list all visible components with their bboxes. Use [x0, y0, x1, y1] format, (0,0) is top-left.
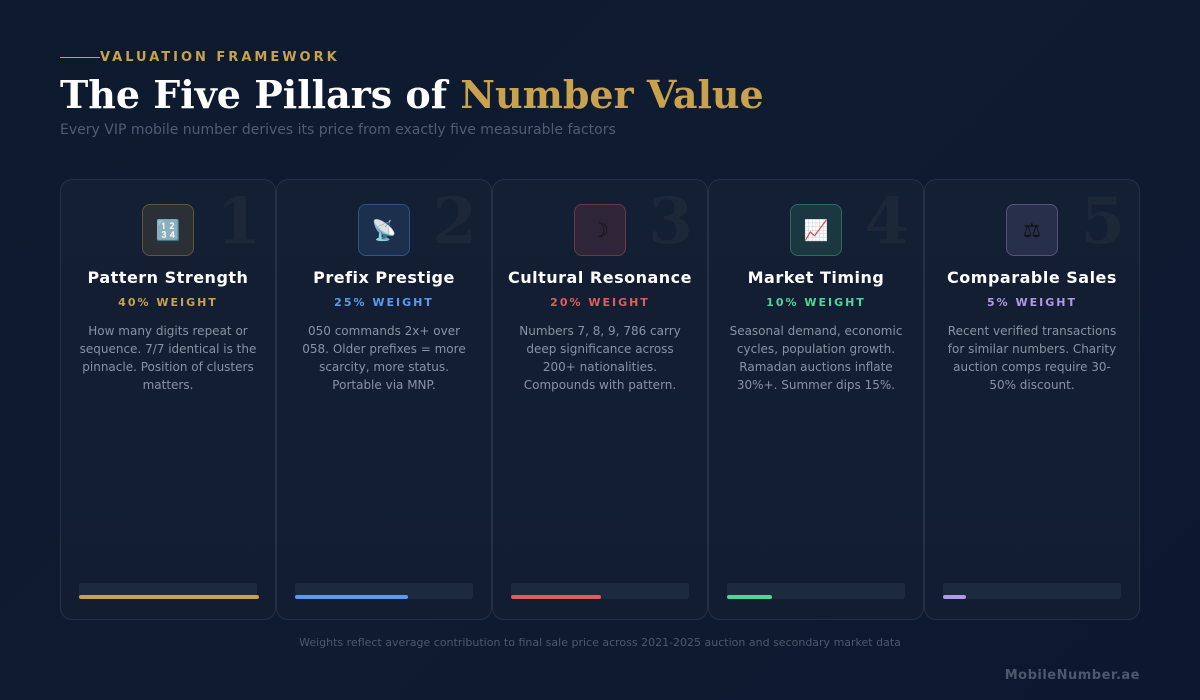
- title-accent: Number Value: [460, 72, 764, 117]
- pillar-weight: 25% WEIGHT: [334, 296, 434, 309]
- satellite-dish-icon: 📡: [358, 204, 410, 256]
- satellite-dish-icon-glyph: 📡: [371, 218, 397, 242]
- pillar-number: 2: [432, 184, 477, 259]
- line-chart-icon: 📈: [790, 204, 842, 256]
- crescent-moon-icon: ☽: [574, 204, 626, 256]
- eyebrow-line: [60, 57, 100, 58]
- pillar-name: Comparable Sales: [947, 268, 1117, 287]
- brand-mark: MobileNumber.ae: [1004, 668, 1140, 683]
- pillar-card: 3 ☽ Cultural Resonance 20% WEIGHT Numbers 7,…: [492, 179, 708, 620]
- pillar-name: Market Timing: [747, 268, 885, 287]
- eyebrow: VALUATION FRAMEWORK: [60, 50, 340, 65]
- pillar-card: 2 📡 Prefix Prestige 25% WEIGHT 050 commands …: [276, 179, 492, 620]
- pillar-description: How many digits repeat or sequence. 7/7 …: [79, 324, 257, 392]
- weight-bar-fill: [511, 595, 601, 599]
- abacus-numbers-icon: 🔢: [142, 204, 194, 256]
- weight-bar-fill: [943, 595, 966, 599]
- pillar-number: 3: [648, 184, 693, 259]
- pillar-weight: 5% WEIGHT: [987, 296, 1077, 309]
- pillar-description: Numbers 7, 8, 9, 786 carry deep signific…: [519, 324, 681, 392]
- footnote: Weights reflect average contribution to …: [299, 636, 901, 649]
- page-subtitle: Every VIP mobile number derives its pric…: [60, 122, 616, 138]
- pillar-weight: 20% WEIGHT: [550, 296, 650, 309]
- balance-scale-icon: ⚖: [1006, 204, 1058, 256]
- pillar-weight: 10% WEIGHT: [766, 296, 866, 309]
- crescent-moon-icon-glyph: ☽: [591, 218, 609, 242]
- pillar-description: 050 commands 2x+ over 058. Older prefixe…: [302, 324, 466, 392]
- eyebrow-text: VALUATION FRAMEWORK: [100, 50, 340, 65]
- weight-bar-fill: [727, 595, 772, 599]
- pillar-name: Prefix Prestige: [313, 268, 455, 287]
- weight-bar-fill: [79, 595, 259, 599]
- title-main: The Five Pillars of: [60, 72, 461, 117]
- pillar-cards: 1 🔢 Pattern Strength 40% WEIGHT How many dig…: [60, 179, 1140, 620]
- pillar-number: 1: [216, 184, 261, 259]
- pillar-name: Pattern Strength: [87, 268, 249, 287]
- weight-bar-fill: [295, 595, 408, 599]
- pillar-card: 4 📈 Market Timing 10% WEIGHT Seasonal demand…: [708, 179, 924, 620]
- pillar-card: 1 🔢 Pattern Strength 40% WEIGHT How many dig…: [60, 179, 276, 620]
- abacus-numbers-icon-glyph: 🔢: [155, 218, 181, 242]
- balance-scale-icon-glyph: ⚖: [1023, 218, 1041, 242]
- pillar-name: Cultural Resonance: [508, 268, 692, 287]
- page-title: The Five Pillars of Number Value: [60, 72, 764, 117]
- pillar-weight: 40% WEIGHT: [118, 296, 218, 309]
- pillar-description: Seasonal demand, economic cycles, popula…: [729, 324, 903, 392]
- weight-bar-track: [943, 583, 1121, 599]
- line-chart-icon-glyph: 📈: [803, 218, 829, 242]
- pillar-card: 5 ⚖ Comparable Sales 5% WEIGHT Recent verifi…: [924, 179, 1140, 620]
- pillar-number: 4: [864, 184, 909, 259]
- pillar-description: Recent verified transactions for similar…: [947, 324, 1117, 392]
- pillar-number: 5: [1080, 184, 1125, 259]
